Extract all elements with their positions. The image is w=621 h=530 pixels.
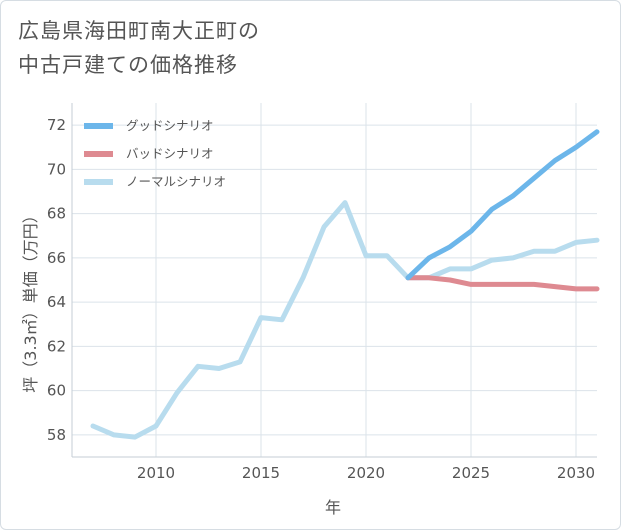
x-tick-label: 2025 — [452, 464, 490, 482]
y-tick-label: 58 — [47, 426, 66, 444]
gridlines — [72, 103, 597, 457]
y-tick-label: 64 — [47, 293, 66, 311]
legend-label-0: グッドシナリオ — [126, 118, 214, 133]
x-tick-label: 2020 — [347, 464, 385, 482]
y-tick-label: 66 — [47, 249, 66, 267]
y-tick-label: 60 — [47, 382, 66, 400]
legend-label-2: ノーマルシナリオ — [126, 174, 226, 189]
y-tick-label: 62 — [47, 337, 66, 355]
x-tick-label: 2015 — [242, 464, 280, 482]
chart-title-line-2: 中古戸建ての価格推移 — [18, 53, 238, 77]
series-line-0 — [405, 129, 600, 281]
series-line-2 — [90, 200, 600, 440]
legend-label-1: バッドシナリオ — [126, 146, 214, 161]
chart-title-line-1: 広島県海田町南大正町の — [18, 19, 260, 43]
series-lines — [90, 129, 600, 440]
x-tick-label: 2030 — [557, 464, 595, 482]
y-tick-label: 70 — [47, 160, 66, 178]
series-line-1 — [405, 275, 600, 292]
x-tick-label: 2010 — [137, 464, 175, 482]
axes: 58 60 62 64 66 68 70 72 2010 2015 2020 2025 2030 — [47, 103, 597, 482]
x-axis-label: 年 — [325, 498, 341, 517]
y-axis-label: 坪（3.3㎡）単価（万円） — [21, 207, 40, 392]
y-tick-label: 72 — [47, 116, 66, 134]
y-tick-label: 68 — [47, 205, 66, 223]
chart-title: 広島県海田町南大正町の 中古戸建ての価格推移 — [18, 14, 260, 82]
